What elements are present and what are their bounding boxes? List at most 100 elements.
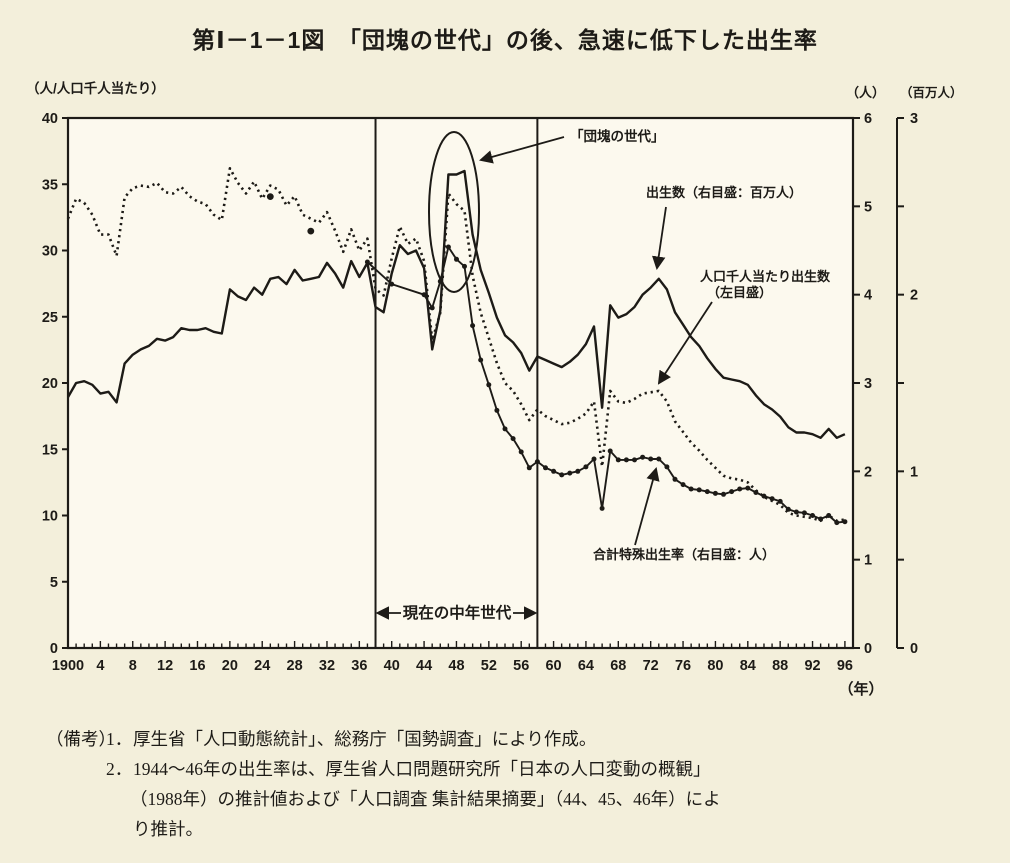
tfr-point [494,407,500,413]
note-2-line-2: （1988年）の推計値および「人口調査 集計結果摘要」（44、45、46年）によ [130,789,721,809]
person-axis-tick-label: 5 [864,199,872,215]
million-axis-unit-label: （百万人） [900,85,963,100]
tfr-point [818,516,824,522]
left-axis-tick-label: 15 [42,442,58,458]
x-axis-tick-label: 92 [804,658,820,674]
person-axis-unit-label: （人） [846,85,885,100]
x-axis-tick-label: 28 [287,658,303,674]
left-axis-tick-label: 10 [42,509,58,525]
x-axis-tick-label: 16 [189,658,205,674]
x-axis-tick-label: 84 [740,658,756,674]
tfr-point [696,487,702,493]
tfr-point [462,263,467,269]
tfr-point [842,519,848,525]
x-axis-tick-label: 8 [129,658,137,674]
million-axis-tick-label: 3 [910,111,918,127]
tfr-point [615,457,621,463]
tfr-point [712,490,718,496]
rate-arrow [657,301,713,385]
tfr-point [454,256,459,262]
tfr-point [672,476,678,482]
tfr-point [688,486,694,492]
person-axis-tick-label: 4 [864,288,872,304]
tfr-point [599,505,605,511]
tfr-point [721,491,726,497]
tfr-census-point [266,193,274,201]
x-axis-tick-label: 1900 [52,658,84,674]
tfr-point [575,468,581,474]
tfr-point [834,520,840,526]
x-axis-tick-label: 88 [772,658,788,674]
note-2-line-3: り推計。 [133,819,203,839]
tfr-point [704,489,710,495]
note-1-text: 厚生省「人口動態統計」、総務庁「国勢調査」により作成。 [133,729,597,749]
tfr-point [429,305,435,311]
tfr-point [478,357,484,363]
series-births-millions [66,169,846,439]
tfr-census-point [307,227,315,235]
tfr-point [526,465,532,471]
tfr-point [680,482,686,488]
left-axis-tick-label: 40 [42,111,58,127]
tfr-point [777,498,783,504]
x-axis-tick-label: 52 [481,658,497,674]
tfr-point [785,506,791,512]
left-axis-tick-label: 5 [50,575,58,591]
tfr-point [534,459,540,465]
notes-heading: （備考） [46,729,116,749]
births-arrow [651,206,667,271]
tfr-point [591,456,597,462]
person-axis-tick-label: 1 [864,553,872,569]
x-axis-tick-label: 4 [96,658,104,674]
x-axis-tick-label: 40 [384,658,400,674]
tfr-point [793,509,799,515]
million-axis-tick-label: 0 [910,641,918,657]
figure-title: 第Ⅰ－1－1図 「団塊の世代」の後、急速に低下した出生率 [192,27,818,53]
left-axis-tick-label: 35 [42,177,58,193]
tfr-point [753,490,759,495]
person-axis-tick-label: 0 [864,641,872,657]
x-axis-tick-label: 20 [222,658,238,674]
x-axis-unit-label: （年） [838,680,883,698]
tfr-point [445,244,451,250]
x-axis-tick-label: 72 [643,658,659,674]
note-1-number: 1． [106,729,133,749]
tfr-point [656,456,662,462]
left-axis-tick-label: 30 [42,244,58,260]
note-2-line-1: 1944～46年の出生率は、厚生省人口問題研究所「日本の人口変動の概観」 [133,759,711,779]
tfr-point [640,454,646,460]
person-axis-tick-label: 3 [864,376,872,392]
tfr-point [502,426,508,432]
tfr-point [664,464,670,470]
tfr-point [729,489,735,495]
tfr-point [745,485,751,491]
x-axis-tick-label: 96 [837,658,853,674]
tfr-point [567,470,573,476]
tfr-point [826,513,832,518]
x-axis-tick-label: 68 [610,658,626,674]
x-axis-tick-label: 12 [157,658,173,674]
tfr-point [648,456,654,462]
x-axis-tick-label: 76 [675,658,691,674]
million-axis-tick-label: 2 [910,288,918,304]
tfr-point [801,510,807,516]
tfr-point [421,292,427,298]
tfr-point [761,493,767,499]
left-axis-tick-label: 20 [42,376,58,392]
left-axis-tick-label: 25 [42,310,58,326]
tfr-series-label: 合計特殊出生率（右目盛：人） [593,547,775,562]
tfr-point [559,472,565,478]
tfr-point [810,513,815,518]
dankai-label: 「団塊の世代」 [570,128,665,144]
tfr-arrow [634,467,660,546]
births-series-label: 出生数（右目盛：百万人） [646,185,802,200]
series-birth-rate-per-1000 [66,167,846,523]
person-axis-tick-label: 2 [864,464,872,480]
tfr-point [769,496,775,502]
x-axis-tick-label: 32 [319,658,335,674]
dankai-arrow [479,136,565,164]
tfr-point [623,457,629,463]
tfr-point [470,323,476,329]
x-axis-tick-label: 44 [416,658,432,674]
